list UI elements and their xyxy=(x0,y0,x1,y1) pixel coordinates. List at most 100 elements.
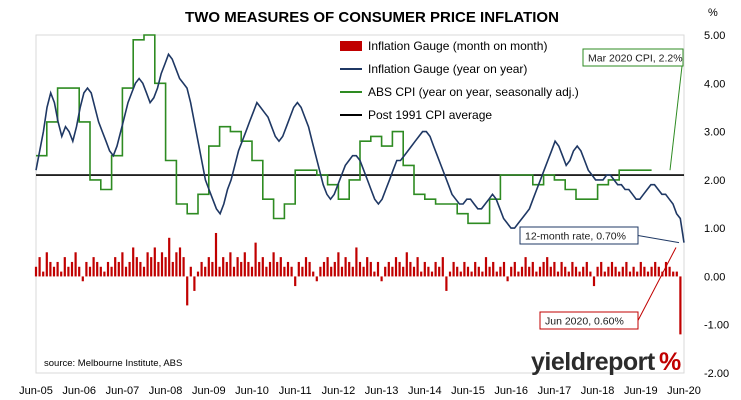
mom-bars xyxy=(34,232,682,335)
mom-bar xyxy=(178,247,182,277)
mom-bar xyxy=(448,271,452,277)
mom-bar xyxy=(484,257,488,277)
mom-bar xyxy=(236,257,239,277)
mom-bar xyxy=(283,266,286,277)
annotation-label: Jun 2020, 0.60% xyxy=(545,316,624,328)
mom-bar xyxy=(607,266,610,277)
legend-label: Post 1991 CPI average xyxy=(368,108,492,122)
mom-bar xyxy=(517,271,520,277)
mom-bar xyxy=(459,271,462,277)
mom-bar xyxy=(160,252,164,277)
mom-bar xyxy=(513,261,516,277)
mom-bar xyxy=(578,271,581,277)
mom-bar xyxy=(34,266,38,277)
mom-bar xyxy=(618,271,621,277)
mom-bar xyxy=(441,257,444,277)
mom-bar xyxy=(63,257,66,277)
mom-bar xyxy=(391,266,394,277)
mom-bar xyxy=(535,271,538,277)
x-tick-label: Jun-09 xyxy=(192,385,226,397)
mom-bar xyxy=(153,247,156,277)
annotation-leader xyxy=(637,247,677,321)
mom-bar xyxy=(121,252,124,277)
x-tick-label: Jun-14 xyxy=(408,385,442,397)
mom-bar xyxy=(546,257,549,277)
x-tick-label: Jun-19 xyxy=(624,385,658,397)
mom-bar xyxy=(520,266,524,277)
mom-bar xyxy=(589,271,592,277)
mom-bar xyxy=(214,232,218,277)
mom-bar xyxy=(466,266,470,277)
annotation-label: Mar 2020 CPI, 2.2% xyxy=(588,53,683,65)
x-tick-label: Jun-16 xyxy=(494,385,528,397)
x-tick-label: Jun-20 xyxy=(667,385,701,397)
mom-bar xyxy=(42,271,45,277)
mom-bar xyxy=(265,266,268,277)
mom-bar xyxy=(423,261,426,277)
mom-bar xyxy=(362,266,365,277)
source-note: source: Melbourne Institute, ABS xyxy=(44,358,182,369)
mom-bar xyxy=(240,261,243,277)
x-tick-label: Jun-06 xyxy=(62,385,96,397)
mom-bar xyxy=(103,271,106,277)
y-axis-ticks: 5.00 4.00 3.00 2.00 1.00 0.00 -1.00 -2.00 xyxy=(704,30,729,380)
mom-bar xyxy=(182,257,185,277)
series-lines xyxy=(35,34,685,243)
mom-bar xyxy=(67,266,70,277)
mom-bar xyxy=(207,257,210,277)
x-tick-label: Jun-18 xyxy=(581,385,615,397)
mom-bar xyxy=(344,257,347,277)
mom-bar xyxy=(412,266,416,277)
mom-bar xyxy=(481,271,484,277)
mom-bar xyxy=(445,276,448,291)
mom-bar xyxy=(394,257,398,277)
mom-bar xyxy=(567,271,570,277)
mom-bar xyxy=(502,261,506,277)
mom-bar xyxy=(315,276,318,282)
mom-bar xyxy=(495,271,498,277)
y-tick-label: 5.00 xyxy=(704,30,725,42)
mom-bar xyxy=(110,266,113,277)
mom-bar xyxy=(142,266,146,277)
mom-bar xyxy=(60,271,63,277)
mom-bar xyxy=(636,271,639,277)
x-axis-ticks: Jun-05 Jun-06 Jun-07 Jun-08 Jun-09 Jun-10 Jun-… xyxy=(19,385,701,397)
mom-bar xyxy=(499,266,502,277)
mom-bar xyxy=(114,257,117,277)
mom-bar xyxy=(337,252,340,277)
mom-bar xyxy=(366,257,369,277)
legend: Inflation Gauge (month on month) Inflatio… xyxy=(340,39,579,122)
x-tick-label: Jun-08 xyxy=(149,385,183,397)
mom-bar xyxy=(268,261,272,277)
mom-bar xyxy=(452,261,455,277)
plot-border xyxy=(35,34,685,374)
mom-bar xyxy=(139,261,142,277)
mom-bar xyxy=(211,261,214,277)
mom-bar xyxy=(56,261,59,277)
mom-bar xyxy=(430,271,434,277)
y-tick-label: 0.00 xyxy=(704,271,725,283)
mom-bar xyxy=(297,261,300,277)
mom-bar xyxy=(474,261,477,277)
mom-bar xyxy=(434,261,437,277)
mom-bar xyxy=(340,266,344,277)
mom-bar xyxy=(488,266,491,277)
mom-bar xyxy=(164,257,167,277)
x-tick-label: Jun-13 xyxy=(365,385,399,397)
mom-bar xyxy=(438,266,441,277)
mom-bar xyxy=(225,261,228,277)
mom-bar xyxy=(632,266,635,277)
mom-bar xyxy=(124,266,128,277)
mom-bar xyxy=(549,266,552,277)
mom-bar xyxy=(351,266,354,277)
mom-bar xyxy=(229,252,232,277)
mom-bar xyxy=(146,252,149,277)
mom-bar xyxy=(603,271,606,277)
mom-bar xyxy=(542,261,545,277)
mom-bar xyxy=(304,257,308,277)
mom-bar xyxy=(150,257,153,277)
mom-bar xyxy=(376,261,380,277)
y-unit-label: % xyxy=(708,7,718,19)
mom-bar xyxy=(610,261,614,277)
